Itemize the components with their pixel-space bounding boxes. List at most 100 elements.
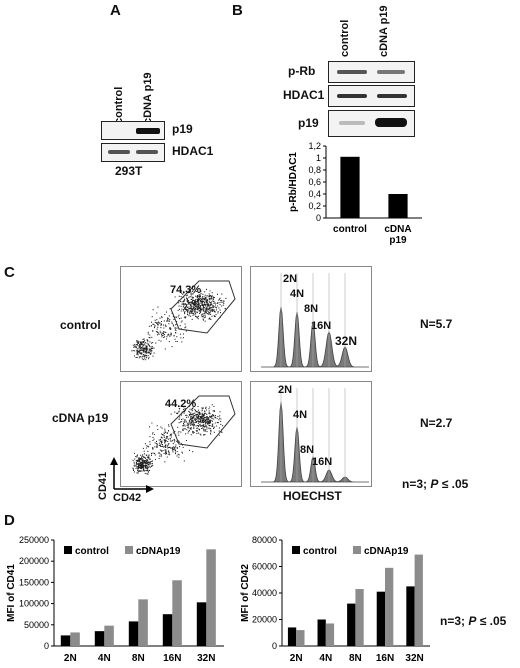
- lane-label-b-control: control: [339, 19, 351, 57]
- cd42-legend-label-control: control: [303, 546, 337, 557]
- cd42-xlabel: 4N: [319, 653, 332, 664]
- ploidy-label-control-8n: 8N: [304, 303, 319, 315]
- cd41-ytick-label: 150000: [19, 577, 49, 587]
- cd42-bar-cDNAp19-16N: [385, 567, 394, 646]
- blot-b-hdac1: [328, 85, 415, 107]
- cd42-bar-cDNAp19-32N: [414, 554, 423, 646]
- row-label-cdna-p19: cDNA p19: [52, 411, 109, 425]
- cd41-bar-cDNAp19-32N: [206, 549, 216, 646]
- ploidy-label-control-16n: 16N: [311, 320, 332, 332]
- cd42-bar-cDNAp19-8N: [355, 589, 364, 646]
- row-label-a-hdac1: HDAC1: [172, 144, 214, 158]
- b-ytick-label: 1,2: [308, 141, 321, 151]
- cd41-ytick-label: 50000: [24, 620, 49, 630]
- b-ytick-label: 0,8: [308, 165, 321, 175]
- cell-line-label: 293T: [115, 164, 143, 178]
- ploidy-label-cdna-8n: 8N: [300, 444, 315, 456]
- band-b-p19-cdna: [375, 118, 407, 127]
- cd41-legend-swatch-control: [64, 546, 72, 554]
- lane-label-control: control: [113, 86, 125, 124]
- row-label-a-p19: p19: [172, 122, 193, 136]
- blot-b-prb: [328, 61, 415, 83]
- cd41-legend-swatch-cDNAp19: [125, 546, 133, 554]
- gate-percent-cdna: 44.2%: [165, 398, 197, 410]
- flow-dotplot-control: [120, 266, 242, 372]
- cd41-ytick-label: 100000: [19, 599, 49, 609]
- b-xlabel-0: control: [333, 224, 367, 235]
- blot-a-hdac1: [101, 143, 165, 162]
- cd41-legend-label-control: control: [75, 546, 109, 557]
- ploidy-n-control: N=5.7: [420, 317, 453, 331]
- chart-mfi-cd41: 0 50000 100000 150000 200000 250000 MFI of CD4…: [6, 535, 224, 664]
- b-ytick-label: 0,6: [308, 177, 321, 187]
- cd42-xlabel: 16N: [376, 653, 394, 664]
- b-ytick-label: 1: [316, 153, 321, 163]
- stats-c: n=3; P ≤ .05: [402, 477, 469, 491]
- cd42-ytick-label: 20000: [252, 615, 277, 625]
- cd42-ylabel: MFI of CD42: [240, 564, 251, 622]
- row-label-control: control: [60, 318, 101, 332]
- panel-c-label: C: [4, 264, 15, 281]
- ploidy-label-cdna-4n: 4N: [293, 409, 308, 421]
- band-b-p19-control: [339, 121, 365, 125]
- cd42-bar-control-8N: [347, 603, 356, 646]
- cd41-ytick-label: 200000: [19, 556, 49, 566]
- band-a-hdac1-control: [108, 150, 130, 154]
- b-bar-0: [340, 156, 360, 218]
- ploidy-label-cdna-16n: 16N: [312, 456, 333, 468]
- cd42-xlabel: 2N: [290, 653, 303, 664]
- gate-percent-control: 74.3%: [170, 284, 202, 296]
- axis-arrows: [110, 457, 154, 493]
- axis-label-hoechst: HOECHST: [283, 489, 342, 503]
- lane-label-cdna-p19: cDNA p19: [142, 72, 154, 124]
- cd42-xlabel: 8N: [349, 653, 362, 664]
- chart-mfi-cd42: 0 20000 40000 60000 80000 MFI of CD42 2N 4N 8N 16…: [240, 535, 430, 664]
- cd42-bar-control-2N: [287, 627, 297, 646]
- histogram-control: [250, 266, 372, 372]
- cd41-xlabel: 16N: [163, 653, 181, 664]
- cd41-xlabel: 32N: [197, 653, 215, 664]
- cd42-ytick-label: 0: [272, 641, 277, 651]
- cd42-ytick-label: 60000: [252, 562, 277, 572]
- cd41-xlabel: 4N: [98, 653, 111, 664]
- cd41-bar-control-8N: [128, 621, 139, 646]
- histogram-cdna: [250, 381, 372, 487]
- cd42-ytick-label: 80000: [252, 535, 277, 545]
- ploidy-n-cdna: N=2.7: [420, 416, 453, 430]
- b-xlabel-1: cDNA p19: [384, 224, 411, 246]
- ploidy-label-cdna-2n: 2N: [278, 384, 293, 396]
- cd42-bar-control-16N: [376, 591, 386, 646]
- blot-a-p19: [101, 121, 165, 140]
- cd41-ylabel: MFI of CD41: [6, 564, 17, 622]
- axis-label-cd41: CD41: [97, 471, 109, 500]
- stats-d: n=3; P ≤ .05: [440, 614, 507, 628]
- band-a-p19-cdna: [136, 128, 160, 134]
- row-label-b-p19: p19: [298, 116, 319, 130]
- cd41-legend-label-cDNAp19: cDNAp19: [136, 546, 181, 557]
- cd41-bar-cDNAp19-16N: [172, 580, 182, 646]
- b-bar-1: [388, 194, 408, 218]
- ploidy-label-control-4n: 4N: [290, 288, 305, 300]
- cd42-legend-swatch-control: [292, 546, 300, 554]
- cd42-xlabel: 32N: [405, 653, 423, 664]
- band-b-hdac1-control: [337, 94, 367, 98]
- cd41-bar-control-4N: [94, 631, 105, 646]
- band-a-hdac1-cdna: [136, 150, 158, 154]
- cd41-bar-cDNAp19-8N: [138, 599, 148, 646]
- row-label-b-prb: p-Rb: [288, 64, 316, 78]
- cd41-bar-control-32N: [196, 602, 207, 646]
- blot-b-p19: [328, 110, 415, 137]
- cd41-bar-control-16N: [162, 614, 173, 646]
- ploidy-label-control-32n: 32N: [335, 334, 358, 348]
- cd42-bar-cDNAp19-2N: [296, 630, 305, 646]
- b-ytick-label: 0,4: [308, 189, 321, 199]
- cd42-legend-label-cDNAp19: cDNAp19: [364, 546, 409, 557]
- b-ylabel: p-Rb/HDAC1: [288, 152, 299, 212]
- panel-a-label: A: [110, 2, 121, 19]
- ploidy-label-control-2n: 2N: [283, 273, 298, 285]
- b-ytick-label: 0: [316, 213, 321, 223]
- cd41-bar-cDNAp19-4N: [104, 625, 114, 646]
- band-b-hdac1-cdna: [377, 94, 407, 98]
- cd41-ytick-label: 0: [44, 641, 49, 651]
- cd41-ytick-label: 250000: [19, 535, 49, 545]
